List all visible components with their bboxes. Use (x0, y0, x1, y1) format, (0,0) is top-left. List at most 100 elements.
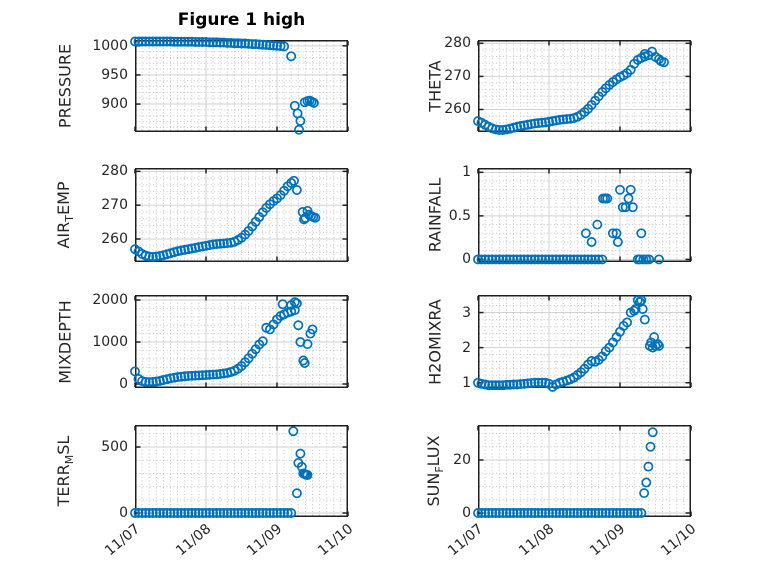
data-point (144, 36, 155, 47)
data-point (158, 508, 169, 518)
data-point (533, 254, 544, 265)
data-point (572, 508, 583, 518)
data-point (654, 54, 664, 65)
data-point (554, 508, 565, 518)
data-point (627, 202, 638, 213)
data-point (501, 379, 512, 390)
data-point (243, 38, 254, 49)
y-tick-label: 270 (444, 68, 471, 85)
data-point (151, 251, 162, 262)
data-point (536, 117, 547, 128)
data-point (282, 508, 293, 518)
data-point (639, 314, 650, 325)
data-point (565, 254, 576, 265)
data-point (544, 116, 554, 127)
data-point (568, 508, 579, 518)
data-point (215, 37, 226, 48)
data-point (487, 254, 498, 265)
data-point (151, 508, 162, 518)
data-point (147, 251, 158, 262)
data-point (529, 118, 540, 129)
minor-grid (136, 426, 347, 516)
data-point (222, 238, 233, 249)
data-point (533, 377, 544, 388)
data-point (526, 254, 537, 265)
data-point (154, 36, 165, 47)
data-point (611, 508, 622, 518)
x-tick-label: 11/09 (587, 521, 629, 560)
data-point (540, 508, 551, 518)
data-point (604, 508, 615, 518)
data-point (497, 508, 508, 518)
data-point (632, 295, 643, 306)
y-axis-label-text: MIXDEPTH (55, 299, 75, 384)
major-grid (136, 169, 347, 261)
data-point (512, 254, 523, 265)
y-tick-label: 3 (462, 304, 471, 321)
data-point (208, 508, 219, 518)
data-point (186, 36, 197, 47)
data-point (225, 37, 236, 48)
y-axis-label-air_temp: AIRTEMP (54, 181, 76, 248)
y-axis-label-subscript: M (63, 454, 76, 465)
data-point (257, 336, 268, 347)
scatter-points (473, 427, 658, 518)
y-tick-label: 900 (101, 96, 128, 113)
y-tick-label: 0 (119, 505, 128, 522)
y-tick-label: 1 (462, 374, 471, 391)
plot-area (473, 425, 692, 518)
scatter-points (130, 297, 318, 388)
y-axis-label-mixdepth: MIXDEPTH (56, 300, 75, 383)
data-point (310, 212, 321, 223)
y-axis-label-subscript: T (63, 215, 76, 222)
data-point (529, 254, 540, 265)
data-point (137, 508, 148, 518)
data-point (634, 254, 645, 265)
data-point (490, 508, 501, 518)
data-point (186, 508, 197, 518)
x-tick-label: 11/08 (516, 521, 558, 560)
data-point (504, 508, 515, 518)
scatter-points (130, 36, 319, 135)
scatter-points (130, 426, 313, 518)
data-point (183, 36, 194, 47)
y-axis-label-rainfall: RAINFALL (426, 178, 445, 253)
axes-box (478, 40, 691, 132)
data-point (140, 376, 151, 387)
data-point (551, 254, 562, 265)
data-point (211, 369, 222, 380)
data-point (593, 508, 604, 518)
tick-marks (134, 169, 349, 261)
y-axis-label-text: H2OMIXRA (425, 298, 445, 385)
y-tick-label: 2000 (92, 292, 128, 309)
data-point (257, 39, 268, 50)
data-point (165, 508, 176, 518)
data-point (586, 356, 597, 366)
data-point (620, 202, 631, 213)
data-point (291, 488, 302, 499)
data-point (519, 508, 530, 518)
y-axis-label-text: RAINFALL (425, 177, 445, 253)
x-tick-label: 11/08 (173, 521, 215, 560)
data-point (583, 254, 594, 265)
data-point (133, 508, 144, 518)
data-point (179, 371, 190, 382)
data-point (161, 36, 172, 47)
data-point (497, 380, 508, 391)
data-point (522, 508, 533, 518)
data-point (554, 114, 565, 125)
scatter-points (473, 46, 669, 135)
data-point (308, 97, 319, 108)
y-tick-label: 280 (101, 163, 128, 180)
data-point (286, 51, 297, 62)
data-point (504, 254, 515, 265)
data-point (494, 380, 505, 391)
data-point (544, 254, 554, 265)
y-tick-label: 0.5 (448, 207, 471, 224)
data-point (211, 239, 222, 250)
data-point (243, 508, 254, 518)
data-point (201, 240, 211, 251)
y-axis-label-h2omixra: H2OMIXRA (426, 299, 445, 385)
data-point (158, 36, 169, 47)
data-point (551, 115, 562, 126)
